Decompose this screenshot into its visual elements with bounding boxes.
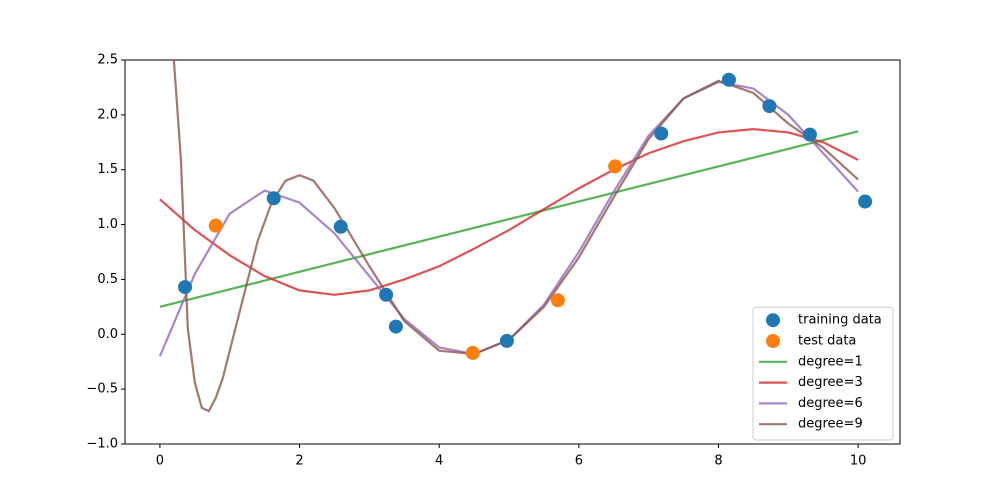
- y-tick-label: 1.5: [97, 162, 118, 177]
- legend-marker: [766, 313, 780, 328]
- fit-line: [159, 130, 859, 308]
- legend-label: degree=6: [798, 396, 863, 411]
- legend-label: degree=1: [798, 354, 863, 369]
- data-point: [208, 218, 223, 233]
- legend-label: test data: [798, 334, 856, 349]
- data-point: [608, 159, 623, 174]
- x-tick-label: 4: [435, 454, 443, 469]
- y-tick-label: 2.0: [97, 107, 118, 122]
- data-point: [550, 293, 565, 308]
- legend-box: [752, 306, 894, 441]
- x-tick-label: 0: [156, 454, 164, 469]
- legend-label: training data: [798, 313, 882, 328]
- fit-line: [172, 60, 859, 413]
- plot-frame: [124, 59, 901, 445]
- data-point: [721, 72, 736, 87]
- data-point: [465, 345, 480, 360]
- plot-area: [158, 60, 873, 413]
- data-point: [178, 280, 193, 295]
- x-tick-label: 8: [714, 454, 722, 469]
- y-tick-label: 2.5: [97, 53, 118, 68]
- y-tick-label: −0.5: [86, 382, 118, 397]
- data-point: [379, 287, 394, 302]
- data-point: [858, 194, 873, 209]
- data-point: [499, 333, 514, 348]
- y-tick-label: 0.0: [97, 327, 118, 342]
- x-tick-label: 2: [295, 454, 303, 469]
- data-point: [654, 126, 669, 141]
- legend-marker: [766, 334, 780, 348]
- data-point: [266, 191, 281, 206]
- y-tick-label: 1.0: [97, 217, 118, 232]
- x-tick-label: 6: [575, 454, 583, 469]
- data-point: [333, 219, 348, 234]
- fit-line: [159, 128, 859, 296]
- data-point: [802, 127, 817, 142]
- legend-label: degree=9: [798, 417, 863, 432]
- y-tick-label: −1.0: [86, 437, 118, 452]
- y-tick-label: 0.5: [97, 272, 118, 287]
- x-tick-label: 10: [850, 454, 867, 469]
- legend-label: degree=3: [798, 375, 863, 390]
- data-point: [762, 99, 777, 114]
- data-point: [388, 319, 403, 334]
